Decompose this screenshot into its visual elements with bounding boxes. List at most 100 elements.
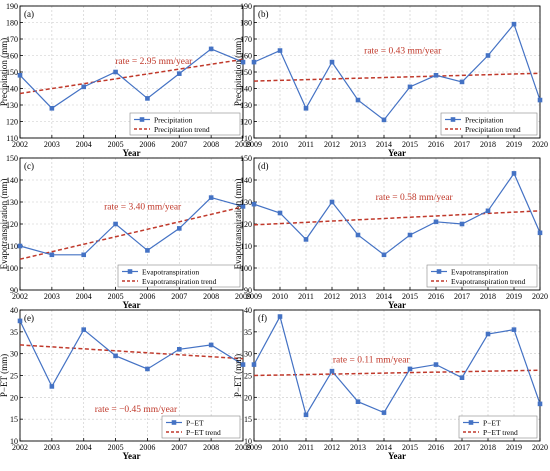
trend-line — [253, 72, 541, 82]
legend-box — [117, 264, 241, 288]
y-tick-label: 150 — [240, 68, 252, 77]
y-tick-label: 110 — [240, 242, 252, 251]
data-point — [433, 362, 439, 367]
y-tick-label: 110 — [6, 134, 18, 143]
data-point — [145, 248, 150, 253]
legend-series-marker — [127, 269, 133, 274]
y-tick-label: 100 — [240, 264, 252, 273]
y-axis-title: Precipitation (mm) — [0, 38, 9, 106]
legend-label: Precipitation trend — [465, 125, 521, 134]
data-point — [355, 399, 361, 404]
x-tick-label: 2009 — [235, 140, 251, 149]
data-point — [17, 243, 23, 249]
x-axis-title: Year — [388, 300, 406, 310]
trend-line — [19, 206, 244, 260]
y-tick-label: 40 — [244, 306, 252, 315]
legend-label: Evapotranspiration — [451, 268, 508, 277]
data-point — [81, 84, 87, 90]
x-tick-label: 2009 — [246, 443, 262, 452]
x-axis-title: Year — [123, 451, 141, 461]
data-point — [511, 327, 517, 332]
y-tick-label: 25 — [10, 372, 18, 381]
data-point — [303, 106, 309, 111]
y-tick-label: 25 — [244, 372, 252, 381]
x-tick-label: 2014 — [376, 443, 392, 452]
y-tick-label: 130 — [240, 198, 252, 207]
x-tick-label: 2016 — [428, 292, 444, 301]
x-tick-label: 2013 — [350, 292, 366, 301]
y-axis-title: Evapotranspiration (mm) — [233, 179, 243, 270]
data-point — [459, 79, 465, 85]
x-tick-label: 2006 — [139, 140, 155, 149]
y-tick-label: 140 — [240, 85, 252, 94]
data-point — [407, 84, 413, 90]
data-point — [277, 48, 283, 53]
data-point — [240, 59, 246, 65]
x-tick-label: 2013 — [350, 140, 366, 149]
rate-annotation: rate = 2.95 mm/year — [115, 57, 193, 67]
chart-panel-a: 110 120 130 140 150 160 170 180 190 2002 2003 2004 2… — [0, 2, 251, 158]
x-tick-label: 2016 — [428, 443, 444, 452]
legend-series-marker — [468, 420, 474, 425]
y-tick-label: 10 — [10, 437, 18, 446]
data-point — [81, 327, 87, 332]
x-tick-label: 2019 — [506, 292, 522, 301]
data-point — [355, 232, 361, 238]
x-tick-label: 2007 — [171, 443, 187, 452]
y-tick-label: 15 — [10, 415, 18, 424]
data-point — [49, 384, 55, 389]
x-tick-label: 2002 — [12, 292, 28, 301]
chart-panel-e: 10 15 20 25 30 35 40 2002 2003 2004 2005 2006 2007 20… — [0, 306, 251, 461]
legend-label: P−ET — [186, 419, 204, 428]
y-axis-title: Evapotranspiration (mm) — [0, 179, 9, 270]
x-tick-label: 2019 — [506, 140, 522, 149]
y-tick-label: 120 — [6, 118, 18, 127]
rate-annotation: rate = 0.43 mm/year — [364, 47, 442, 57]
rate-annotation: rate = 0.11 mm/year — [333, 355, 411, 365]
data-point — [537, 401, 543, 407]
y-tick-label: 120 — [240, 220, 252, 229]
y-tick-label: 110 — [6, 242, 18, 251]
data-point — [485, 208, 491, 214]
x-tick-label: 2011 — [298, 292, 314, 301]
x-tick-label: 2015 — [402, 140, 418, 149]
data-point — [176, 71, 182, 76]
data-point — [145, 366, 150, 372]
series-line — [19, 320, 244, 388]
chart-panel-b: 110 120 130 140 150 160 170 180 190 2009 2010 2011 2… — [233, 2, 548, 158]
x-tick-label: 2017 — [454, 292, 470, 301]
x-tick-label: 2009 — [235, 292, 251, 301]
x-tick-label: 2006 — [139, 292, 155, 301]
x-tick-label: 2002 — [12, 443, 28, 452]
data-point — [176, 347, 182, 352]
y-tick-label: 140 — [240, 176, 252, 185]
x-tick-label: 2012 — [324, 443, 340, 452]
x-tick-label: 2009 — [235, 443, 251, 452]
y-tick-label: 120 — [240, 118, 252, 127]
data-point — [17, 318, 23, 324]
y-tick-label: 90 — [10, 286, 18, 295]
y-tick-label: 35 — [10, 328, 18, 337]
series-line — [19, 48, 244, 110]
x-tick-label: 2010 — [272, 292, 288, 301]
x-tick-label: 2009 — [246, 140, 262, 149]
data-point — [433, 73, 439, 78]
series-line — [19, 196, 244, 256]
y-tick-label: 150 — [6, 154, 18, 163]
legend-label: Precipitation — [465, 116, 504, 125]
y-tick-label: 30 — [10, 350, 18, 359]
x-tick-label: 2012 — [324, 292, 340, 301]
data-point — [303, 237, 309, 242]
y-tick-label: 35 — [244, 328, 252, 337]
panel-label: (a) — [24, 9, 34, 19]
x-tick-label: 2015 — [402, 292, 418, 301]
series-line — [253, 314, 541, 417]
data-point — [485, 53, 491, 58]
x-tick-label: 2002 — [12, 140, 28, 149]
x-tick-label: 2009 — [246, 292, 262, 301]
x-tick-label: 2015 — [402, 443, 418, 452]
x-axis-title: Year — [123, 148, 141, 158]
data-point — [240, 204, 246, 209]
legend-label: P−ET trend — [483, 428, 518, 437]
